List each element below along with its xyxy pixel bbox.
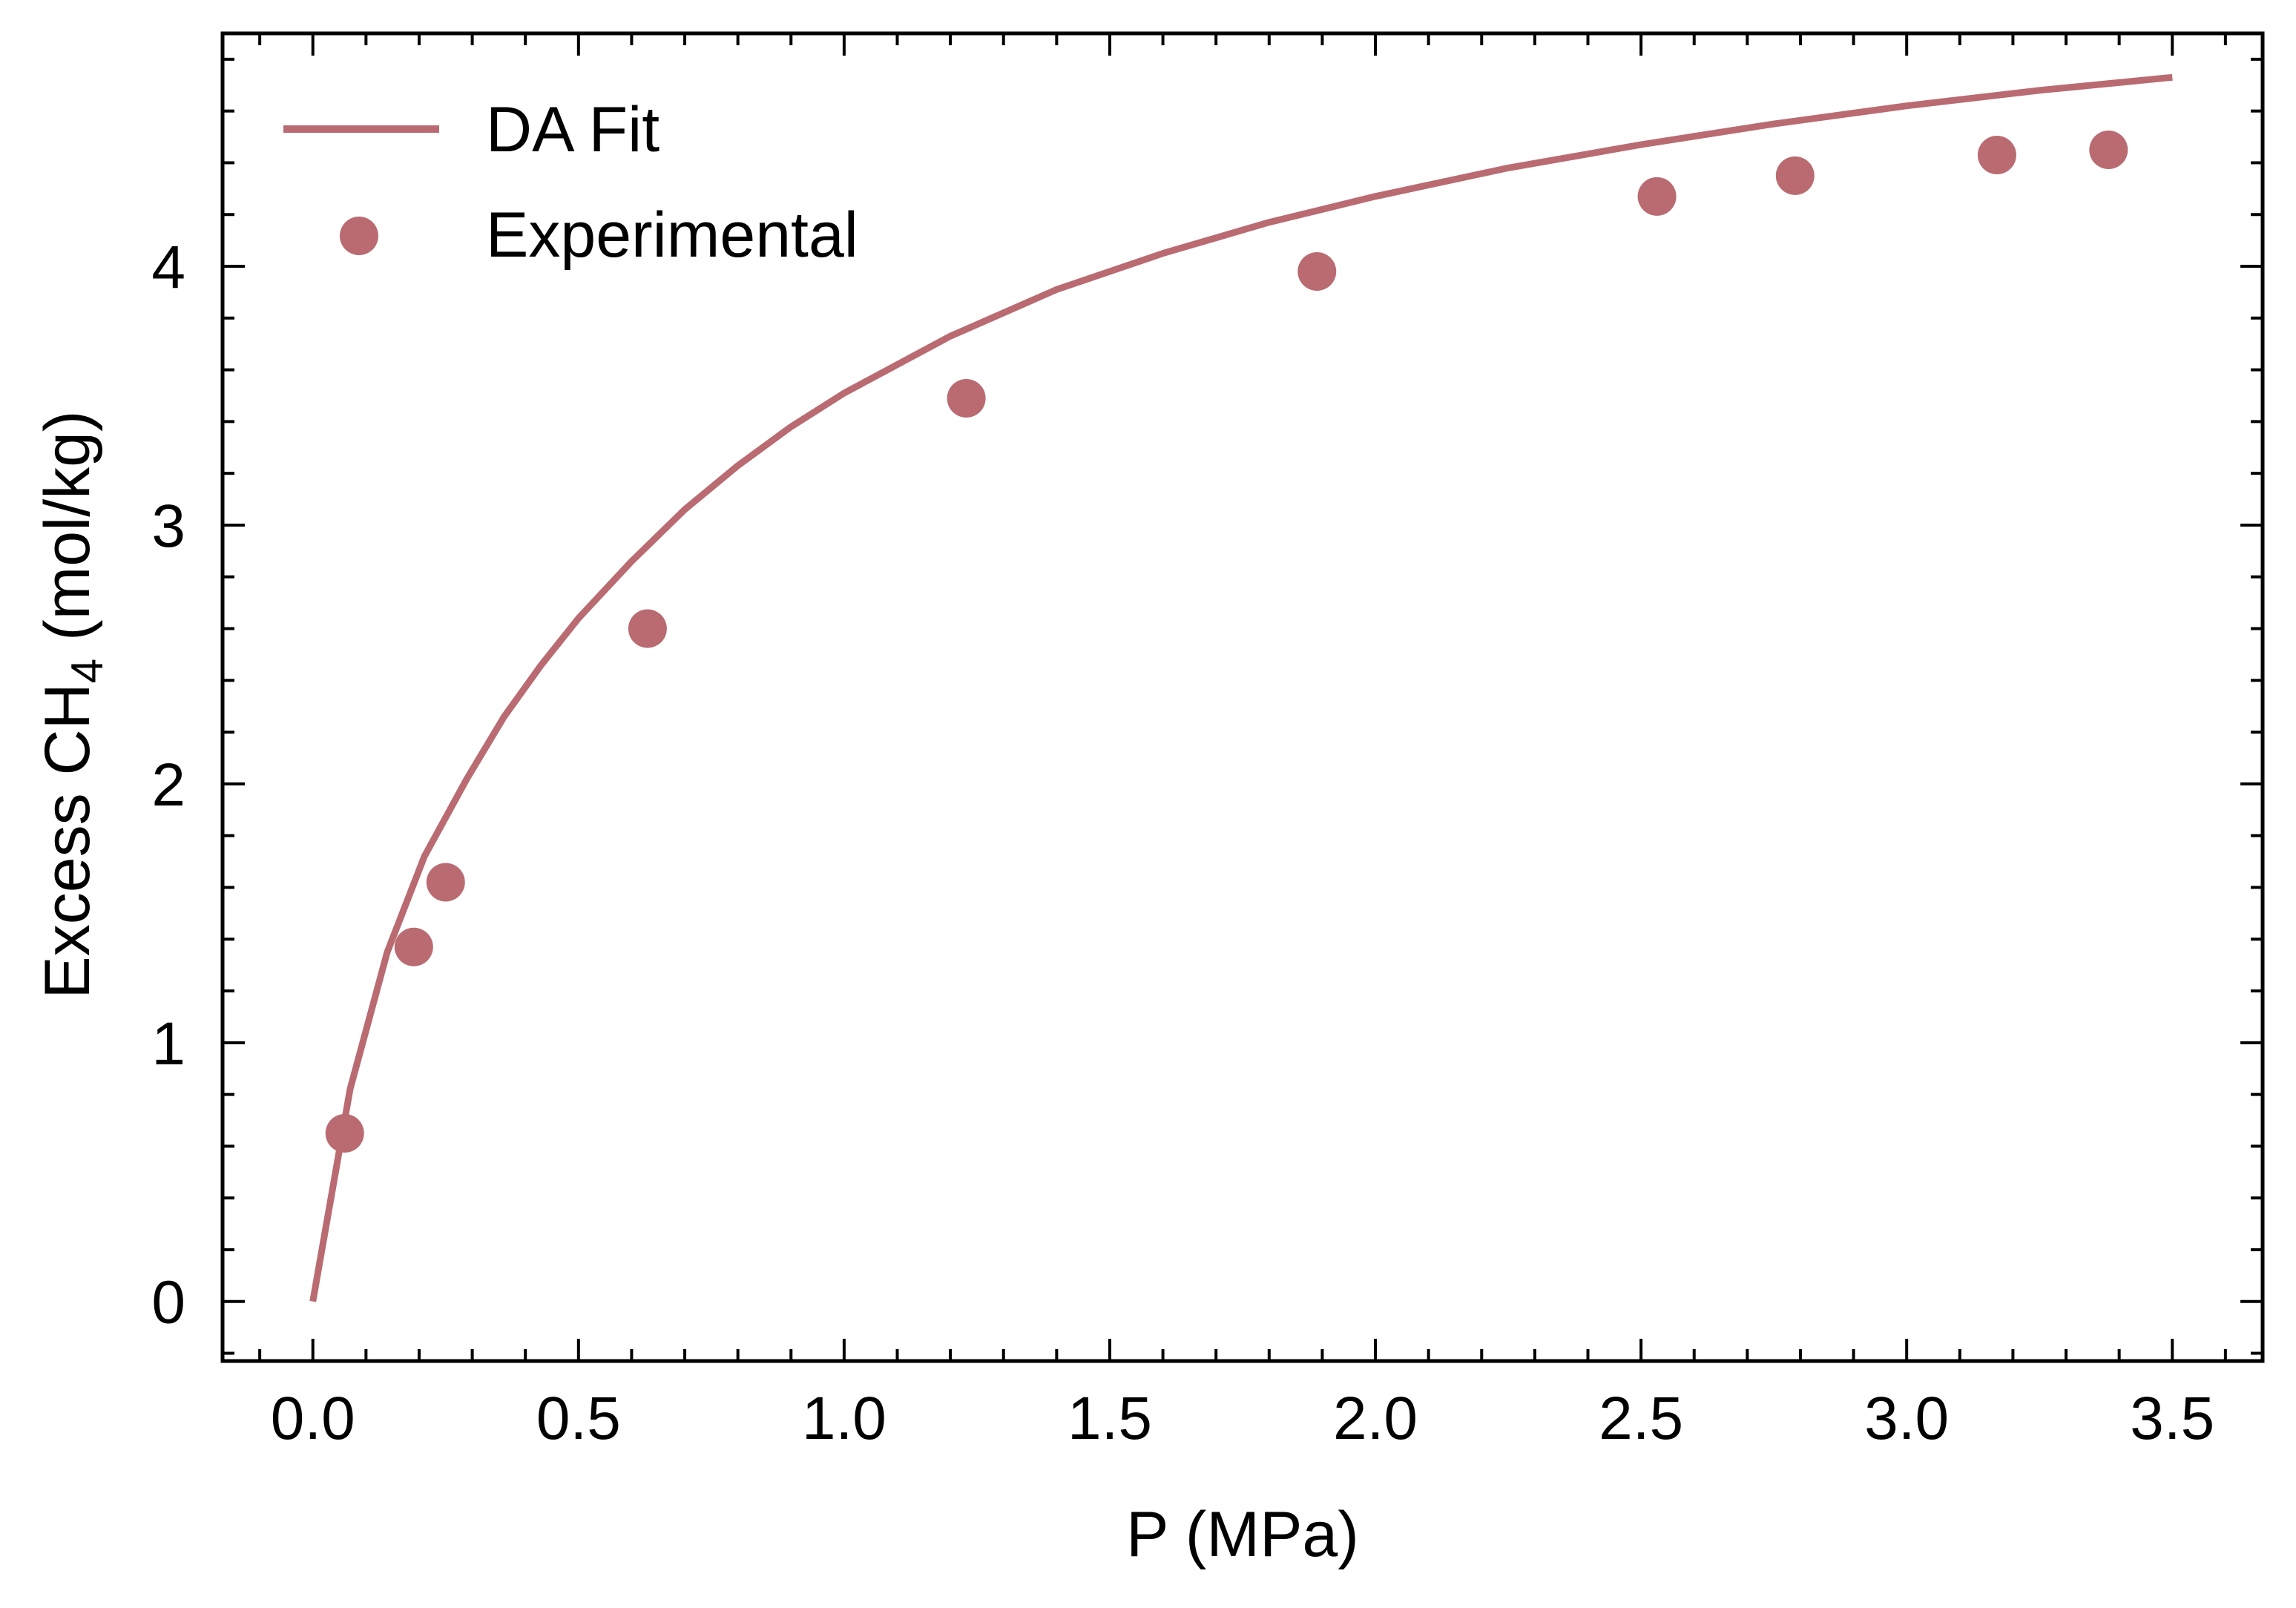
- x-tick-label: 2.5: [1599, 1385, 1683, 1452]
- legend: DA Fit Experimental: [283, 94, 858, 271]
- legend-marker-swatch: [340, 217, 378, 255]
- experimental-point: [947, 378, 986, 418]
- y-tick-label: 0: [151, 1269, 185, 1337]
- x-tick-label: 3.5: [2130, 1385, 2214, 1452]
- x-tick-label: 0.0: [271, 1385, 355, 1452]
- x-tick-label: 3.0: [1864, 1385, 1949, 1452]
- y-axis-label-subscript: 4: [62, 659, 112, 683]
- y-axis-label-prefix: Excess CH: [32, 683, 103, 998]
- y-axis-label: Excess CH4 (mol/kg): [32, 410, 112, 998]
- experimental-point: [1775, 156, 1815, 195]
- x-tick-label: 0.5: [536, 1385, 621, 1452]
- experimental-point: [2089, 131, 2128, 170]
- experimental-point: [1637, 177, 1677, 216]
- y-tick-label: 3: [151, 492, 185, 560]
- experimental-point: [1297, 252, 1337, 291]
- y-tick-label: 1: [151, 1010, 185, 1078]
- legend-label-experimental: Experimental: [486, 200, 858, 271]
- x-tick-label: 2.0: [1333, 1385, 1418, 1452]
- x-tick-label: 1.5: [1068, 1385, 1152, 1452]
- experimental-point: [628, 609, 667, 648]
- labels-layer: P (MPa) Excess CH4 (mol/kg): [32, 410, 1359, 1570]
- experimental-point: [394, 927, 433, 966]
- series-layer: [309, 73, 2173, 1302]
- legend-label-da-fit: DA Fit: [486, 94, 659, 165]
- da-fit-line: [309, 73, 2173, 1302]
- ticks-layer: 0.0 0.5 1.0 1.5 2.0 2.5 3.0 3.5 0 1 2 3 4: [151, 33, 2263, 1452]
- experimental-point: [426, 863, 465, 902]
- x-tick-label: 1.0: [802, 1385, 887, 1452]
- experimental-point: [1977, 135, 2016, 174]
- y-axis-label-suffix: (mol/kg): [32, 410, 103, 658]
- y-tick-label: 2: [151, 751, 185, 819]
- plot-frame: [220, 31, 2265, 1363]
- x-axis-label: P (MPa): [1126, 1499, 1359, 1570]
- y-tick-label: 4: [151, 234, 185, 301]
- experimental-point: [325, 1113, 364, 1153]
